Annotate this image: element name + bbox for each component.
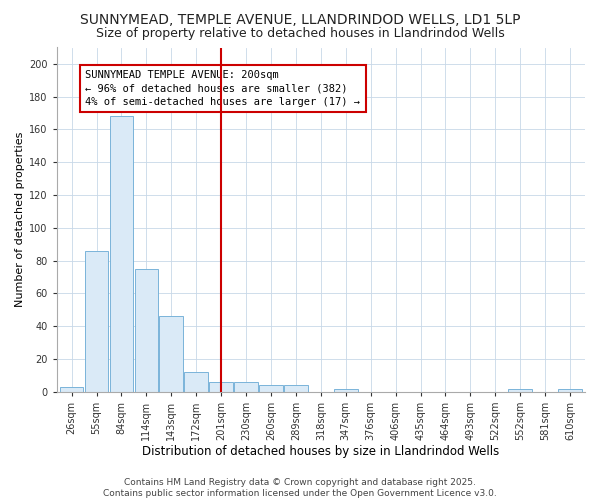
Bar — [284, 385, 308, 392]
Bar — [234, 382, 258, 392]
Text: SUNNYMEAD, TEMPLE AVENUE, LLANDRINDOD WELLS, LD1 5LP: SUNNYMEAD, TEMPLE AVENUE, LLANDRINDOD WE… — [80, 12, 520, 26]
Bar — [110, 116, 133, 392]
X-axis label: Distribution of detached houses by size in Llandrindod Wells: Distribution of detached houses by size … — [142, 444, 499, 458]
Bar — [60, 387, 83, 392]
Bar — [134, 269, 158, 392]
Y-axis label: Number of detached properties: Number of detached properties — [15, 132, 25, 308]
Bar — [85, 251, 109, 392]
Bar — [558, 388, 582, 392]
Text: SUNNYMEAD TEMPLE AVENUE: 200sqm
← 96% of detached houses are smaller (382)
4% of: SUNNYMEAD TEMPLE AVENUE: 200sqm ← 96% of… — [85, 70, 361, 107]
Bar — [334, 388, 358, 392]
Bar — [508, 388, 532, 392]
Bar — [184, 372, 208, 392]
Text: Contains HM Land Registry data © Crown copyright and database right 2025.
Contai: Contains HM Land Registry data © Crown c… — [103, 478, 497, 498]
Bar — [160, 316, 183, 392]
Bar — [209, 382, 233, 392]
Bar — [259, 385, 283, 392]
Text: Size of property relative to detached houses in Llandrindod Wells: Size of property relative to detached ho… — [95, 28, 505, 40]
